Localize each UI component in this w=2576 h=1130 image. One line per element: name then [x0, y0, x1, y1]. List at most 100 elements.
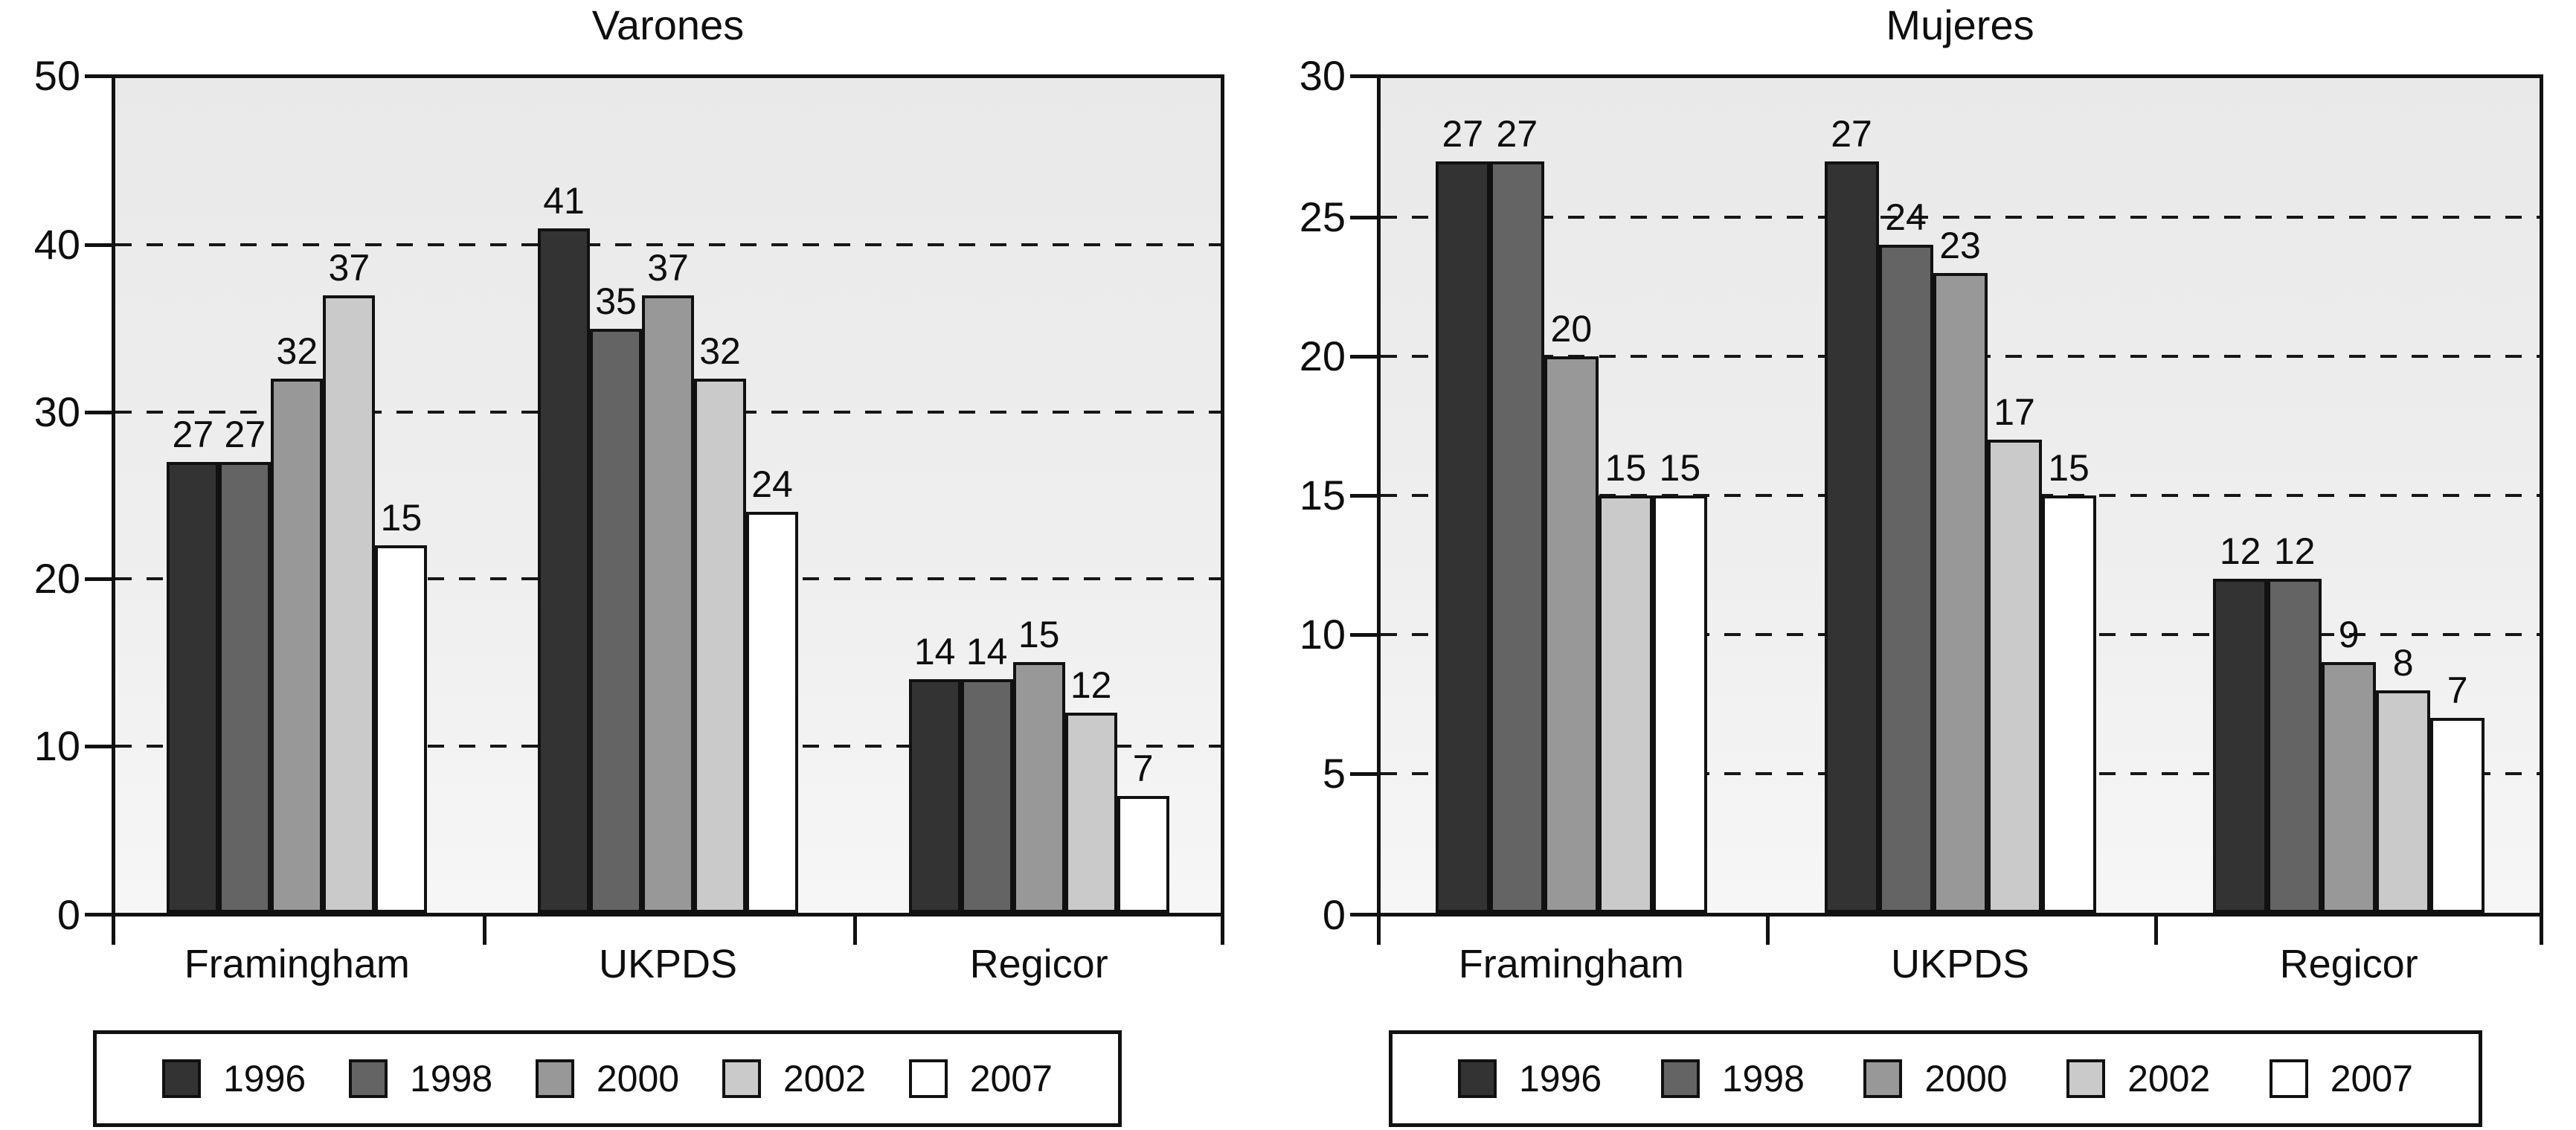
legend-swatch: [348, 1059, 388, 1098]
bar: [1012, 662, 1065, 913]
legend-item: 2002: [2066, 1059, 2210, 1099]
legend-item: 2007: [2269, 1058, 2413, 1099]
bar-value-label: 27: [1442, 113, 1484, 155]
legend-swatch: [1863, 1059, 1903, 1098]
legend-swatch: [1458, 1059, 1497, 1098]
legend-item: 1996: [162, 1059, 306, 1099]
y-axis-tick-label: 10: [1299, 611, 1346, 658]
bar: [694, 378, 746, 913]
x-axis-category-label: Framingham: [1458, 942, 1684, 986]
x-axis-boundary-tick: [2540, 915, 2543, 945]
y-axis-tick: [85, 243, 112, 248]
bar-value-label: 9: [2338, 614, 2360, 656]
y-axis-tick-label: 20: [33, 555, 80, 603]
bar-value-label: 24: [1885, 196, 1927, 239]
legend-item-label: 1996: [1519, 1058, 1602, 1099]
x-axis-boundary-tick: [853, 915, 858, 945]
bar-value-label: 15: [1659, 447, 1701, 489]
bar: [1117, 795, 1169, 913]
bar-value-label: 20: [1550, 308, 1593, 350]
bar-value-label: 27: [224, 414, 266, 456]
bar-value-label: 12: [2219, 530, 2261, 573]
bar: [1987, 440, 2042, 913]
bar: [2041, 495, 2096, 913]
x-axis-category-label: UKPDS: [1890, 942, 2030, 986]
legend-item-label: 2000: [1924, 1058, 2008, 1099]
bar-value-label: 8: [2392, 641, 2414, 684]
bar-value-label: 27: [172, 414, 214, 456]
bar-value-label: 7: [1132, 747, 1154, 789]
bar-value-label: 14: [966, 630, 1008, 672]
bar: [323, 295, 376, 913]
legend-item: 2007: [908, 1058, 1053, 1099]
legend-item-label: 2007: [969, 1058, 1053, 1099]
y-axis-tick-label: 30: [1299, 52, 1346, 99]
y-axis-tick-label: 20: [1299, 333, 1346, 379]
bar: [1878, 245, 1933, 913]
bar: [167, 462, 219, 913]
x-axis-boundary-tick: [1221, 915, 1224, 945]
x-axis-boundary-tick: [1765, 915, 1770, 945]
y-axis-tick: [1350, 633, 1377, 637]
y-axis-tick-label: 15: [1299, 472, 1346, 519]
bar-value-label: 23: [1939, 224, 1981, 266]
bar: [2376, 690, 2431, 913]
legend-item: 2000: [535, 1059, 679, 1099]
chart-title: Varones: [591, 1, 745, 48]
y-axis-tick-label: 0: [1322, 891, 1346, 938]
legend-item: 1998: [1660, 1059, 1805, 1099]
x-axis-category-label: Regicor: [969, 942, 1108, 986]
x-axis-boundary-tick: [1377, 915, 1381, 945]
bar-value-label: 27: [1831, 113, 1872, 155]
y-axis-tick: [1350, 74, 1377, 78]
bar: [1489, 161, 1544, 913]
x-axis-boundary-tick: [482, 915, 486, 945]
legend-item: 1998: [348, 1058, 493, 1099]
bar-value-label: 17: [1994, 391, 2035, 434]
bar-value-label: 12: [1070, 664, 1112, 706]
y-axis-tick: [85, 913, 112, 916]
bar: [908, 678, 961, 913]
bar: [2322, 662, 2377, 913]
y-axis-tick: [85, 74, 112, 78]
bar: [1435, 161, 1490, 913]
bar-value-label: 15: [1018, 614, 1060, 656]
y-axis-tick-label: 30: [33, 388, 80, 435]
legend-swatch: [2269, 1059, 2308, 1098]
legend-box: 1996 1998 2000 2002 2007: [1389, 1030, 2482, 1127]
x-axis-category-label: Framingham: [184, 942, 410, 986]
bar-value-label: 15: [2048, 447, 2090, 489]
bar: [746, 512, 798, 913]
legend-item-label: 2002: [783, 1058, 867, 1099]
bar: [1544, 356, 1599, 913]
gridline: [115, 243, 1221, 247]
y-axis-tick: [85, 577, 112, 582]
bar-value-label: 24: [751, 463, 793, 506]
bar: [2430, 718, 2485, 913]
bar: [1933, 272, 1988, 913]
bar-value-label: 37: [328, 246, 370, 289]
bar-value-label: 32: [276, 330, 318, 372]
bar: [1824, 161, 1879, 913]
bar-value-label: 37: [647, 246, 689, 289]
bar: [960, 678, 1013, 913]
y-axis-tick: [1350, 216, 1377, 219]
legend-swatch: [722, 1059, 761, 1098]
bar-value-label: 14: [913, 630, 956, 672]
x-axis-boundary-tick: [112, 915, 115, 945]
bar: [375, 545, 428, 913]
y-axis-tick-label: 0: [57, 891, 80, 938]
x-axis-category-label: UKPDS: [598, 942, 738, 986]
legend-item-label: 1998: [409, 1058, 493, 1099]
legend-box: 1996 1998 2000 2002 2007: [93, 1030, 1122, 1127]
legend-item-label: 2007: [2330, 1058, 2413, 1099]
x-axis-category-label: Regicor: [2279, 942, 2418, 986]
bar: [590, 328, 642, 913]
legend-swatch: [162, 1059, 201, 1098]
y-axis-tick-label: 10: [33, 722, 80, 769]
y-axis-tick: [85, 744, 112, 748]
bar-value-label: 27: [1496, 113, 1538, 155]
y-axis-tick-label: 25: [1299, 193, 1346, 240]
legend-swatch: [1660, 1059, 1700, 1098]
